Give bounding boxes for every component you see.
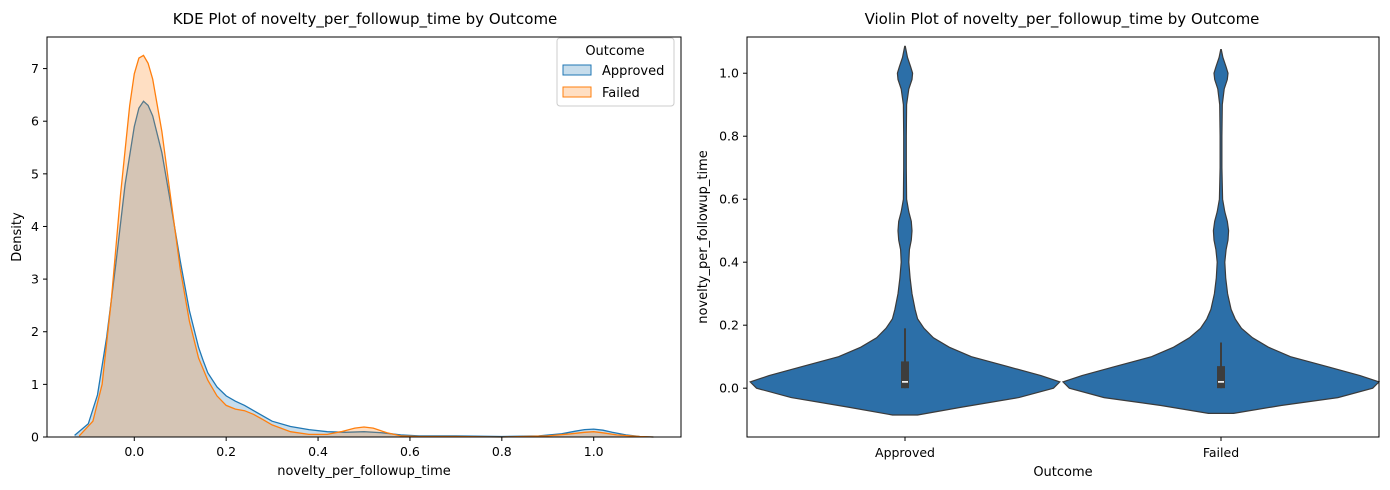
- legend-swatch-approved: [562, 64, 592, 76]
- legend-swatch-failed: [562, 86, 592, 98]
- violin-y-tick-label: 0.0: [719, 381, 739, 396]
- violin-x-ticks: Approved Failed: [875, 437, 1239, 460]
- violin-body-approved: [749, 45, 1061, 416]
- kde-y-tick-label: 6: [31, 114, 39, 129]
- kde-x-tick-label: 0.8: [492, 444, 512, 459]
- kde-x-tick-label: 1.0: [584, 444, 604, 459]
- violin-title: Violin Plot of novelty_per_followup_time…: [865, 10, 1260, 29]
- violin-y-tick-label: 0.6: [719, 192, 739, 207]
- violin-x-axis-label: Outcome: [1033, 465, 1092, 480]
- kde-y-tick-label: 0: [31, 430, 39, 445]
- violin-y-tick-label: 0.2: [719, 318, 739, 333]
- kde-y-tick-label: 4: [31, 219, 39, 234]
- violin-y-tick-label: 0.4: [719, 255, 739, 270]
- kde-area-failed: [79, 55, 654, 438]
- kde-x-axis-label: novelty_per_followup_time: [277, 464, 451, 479]
- kde-line-failed: [78, 54, 654, 438]
- kde-axes-frame: [46, 36, 682, 438]
- kde-x-tick-label: 0.0: [124, 444, 144, 459]
- kde-y-tick-label: 1: [31, 377, 39, 392]
- violin-series-group: [749, 45, 1381, 416]
- violin-x-tick-label: Approved: [875, 445, 935, 460]
- kde-title: KDE Plot of novelty_per_followup_time by…: [173, 10, 558, 29]
- kde-y-tick-label: 5: [31, 166, 39, 181]
- kde-area-approved: [74, 101, 654, 437]
- kde-x-tick-label: 0.6: [400, 444, 420, 459]
- violin-y-tick-label: 0.8: [719, 129, 739, 144]
- violin-y-tick-label: 1.0: [719, 66, 739, 81]
- legend-frame: [556, 37, 675, 107]
- violin-iqr-box-failed: [1217, 366, 1225, 389]
- violin-body-failed: [1061, 49, 1381, 414]
- kde-legend: Outcome Approved Failed: [556, 37, 675, 107]
- kde-x-ticks: 0.0 0.2 0.4 0.6 0.8 1.0: [124, 437, 604, 459]
- kde-chart: KDE Plot of novelty_per_followup_time by…: [10, 10, 682, 479]
- kde-y-tick-label: 7: [31, 61, 39, 76]
- violin-x-tick-label: Failed: [1203, 445, 1239, 460]
- kde-y-ticks: 0 1 2 3 4 5 6 7: [31, 61, 47, 445]
- kde-line-approved: [74, 100, 654, 438]
- kde-y-tick-label: 2: [31, 324, 39, 339]
- kde-y-tick-label: 3: [31, 272, 39, 287]
- violin-iqr-box-approved: [901, 361, 909, 389]
- violin-chart: Violin Plot of novelty_per_followup_time…: [696, 10, 1381, 480]
- violin-y-axis-label: novelty_per_followup_time: [696, 150, 711, 324]
- kde-y-axis-label: Density: [10, 212, 25, 262]
- kde-x-tick-label: 0.4: [308, 444, 328, 459]
- violin-axes-frame: [746, 36, 1380, 438]
- legend-label-approved: Approved: [602, 64, 664, 79]
- legend-label-failed: Failed: [602, 86, 640, 101]
- legend-title: Outcome: [585, 44, 644, 59]
- kde-series-group: [74, 54, 654, 438]
- violin-y-ticks: 0.0 0.2 0.4 0.6 0.8 1.0: [719, 66, 747, 396]
- kde-x-tick-label: 0.2: [216, 444, 236, 459]
